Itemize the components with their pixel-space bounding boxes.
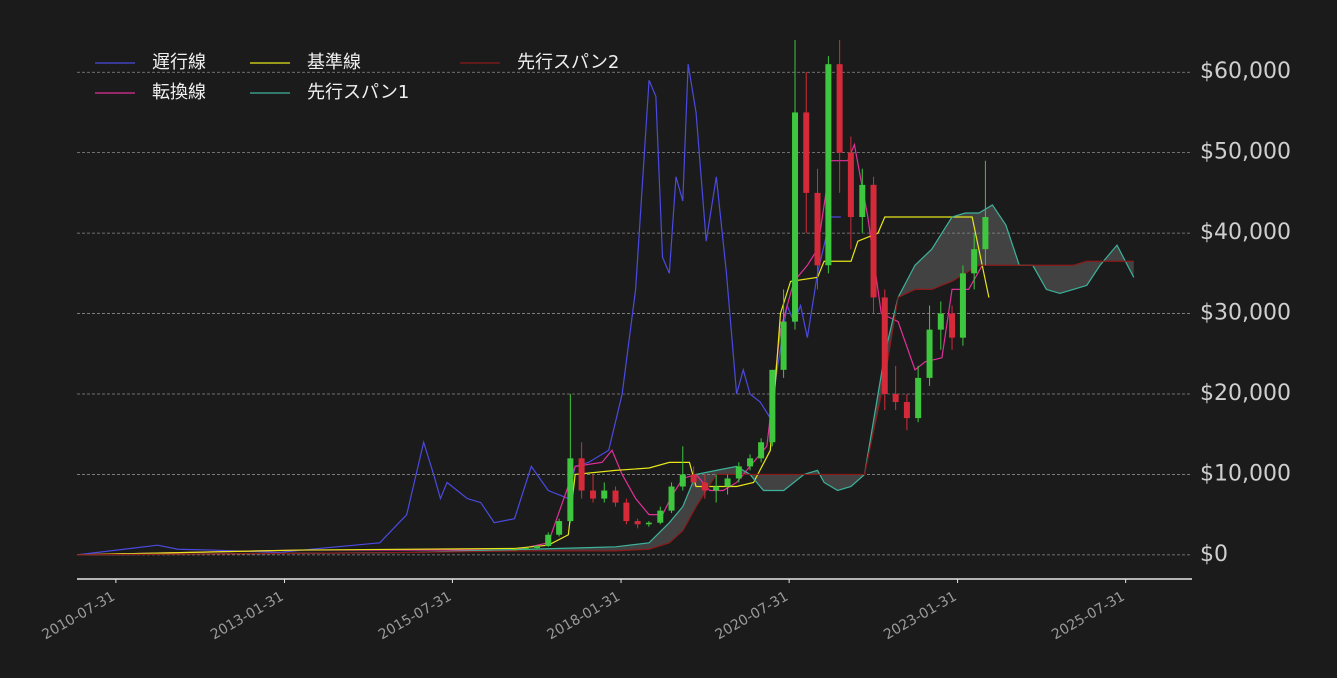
candle-body	[971, 249, 978, 274]
candle-body	[937, 313, 944, 330]
candle-body	[511, 549, 518, 551]
candle-body	[556, 521, 563, 535]
candle-body	[578, 458, 585, 491]
y-tick-label: $10,000	[1200, 461, 1291, 486]
y-tick-label: $40,000	[1200, 220, 1291, 245]
candle-body	[601, 490, 608, 499]
candle-body	[847, 152, 854, 218]
indicator-line	[76, 260, 1134, 556]
candle-body	[814, 192, 821, 266]
y-tick-label: $0	[1200, 542, 1228, 567]
candle-body	[959, 273, 966, 338]
legend-label: 先行スパン1	[307, 82, 409, 103]
legend-label: 基準線	[307, 52, 361, 73]
candle-body	[903, 402, 910, 419]
candle-body	[881, 297, 888, 394]
candle-body	[803, 112, 810, 193]
candle-body	[534, 546, 541, 549]
indicator-line	[76, 204, 1135, 556]
candle-body	[623, 502, 630, 522]
candle-body	[769, 369, 776, 443]
candle-body	[645, 522, 652, 525]
indicator-line	[76, 216, 990, 556]
candle-body	[657, 510, 664, 523]
y-tick-label: $30,000	[1200, 301, 1291, 326]
candle-body	[612, 490, 619, 503]
candle-body	[522, 548, 529, 550]
candle-body	[870, 184, 877, 298]
candle-body	[668, 486, 675, 511]
candle-body	[679, 474, 686, 487]
grid	[77, 71, 1192, 556]
candle-body	[758, 442, 765, 459]
legend-label: 遅行線	[152, 52, 206, 73]
plot-area	[76, 40, 1135, 556]
candle-body	[836, 64, 843, 153]
y-tick-label: $20,000	[1200, 381, 1291, 406]
legend-label: 先行スパン2	[517, 52, 619, 73]
candle-body	[915, 377, 922, 419]
candle-body	[926, 329, 933, 378]
candle-body	[701, 482, 708, 491]
candle-body	[590, 490, 597, 499]
y-tick-label: $50,000	[1200, 140, 1291, 165]
candle-body	[690, 474, 697, 483]
candle-body	[634, 521, 641, 525]
candle-body	[780, 321, 787, 370]
candle-body	[949, 313, 956, 338]
candle-body	[792, 112, 799, 322]
candle-body	[567, 458, 574, 522]
candle-body	[713, 486, 720, 491]
candle-body	[545, 534, 552, 547]
candle-body	[724, 478, 731, 487]
candle-body	[747, 458, 754, 467]
candle-body	[859, 184, 866, 218]
candle-body	[825, 64, 832, 266]
legend-label: 転換線	[152, 82, 206, 103]
candle-body	[892, 393, 899, 403]
candle-body	[735, 466, 742, 479]
candle-body	[982, 217, 989, 250]
y-tick-label: $60,000	[1200, 59, 1291, 84]
